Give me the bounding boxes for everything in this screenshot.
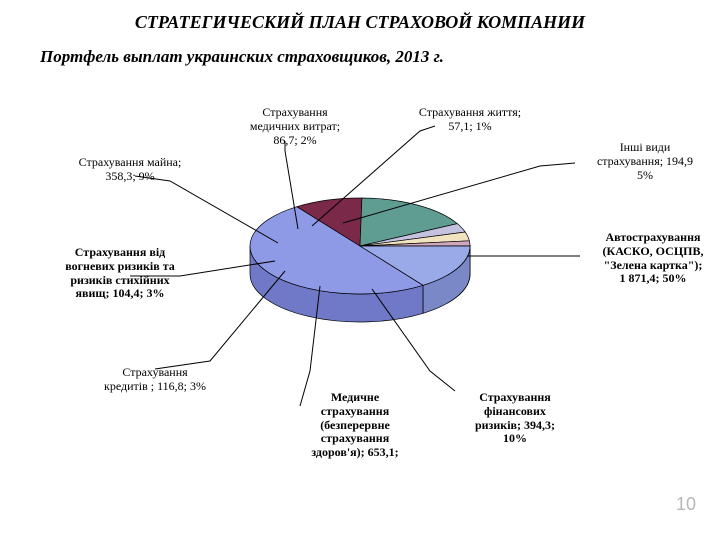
page-title: СТРАТЕГИЧЕСКИЙ ПЛАН СТРАХОВОЙ КОМПАНИИ <box>0 12 720 33</box>
slice-label-medb: Медичне страхування (безперервне страхув… <box>285 391 425 460</box>
slice-label-life: Страхування життя; 57,1; 1% <box>395 106 545 134</box>
slice-label-other: Інші види страхування; 194,9 5% <box>575 141 715 182</box>
slice-label-fin: Страхування фінансових ризиків; 394,3; 1… <box>455 391 575 446</box>
page-subtitle: Портфель выплат украинских страховщиков,… <box>0 47 720 67</box>
slice-label-credit: Страхування кредитів ; 116,8; 3% <box>80 366 230 394</box>
slice-label-medexp: Страхування медичних витрат; 86,7; 2% <box>225 106 365 147</box>
slice-label-fire: Страхування від вогневих ризиків та ризи… <box>45 246 195 301</box>
slice-label-prop: Страхування майна; 358,3; 9% <box>55 156 205 184</box>
slice-label-auto: Автострахування (КАСКО, ОСЦПВ, "Зелена к… <box>588 231 718 286</box>
page-number: 10 <box>676 494 696 515</box>
pie-chart: 10 Автострахування (КАСКО, ОСЦПВ, "Зелен… <box>0 71 720 511</box>
